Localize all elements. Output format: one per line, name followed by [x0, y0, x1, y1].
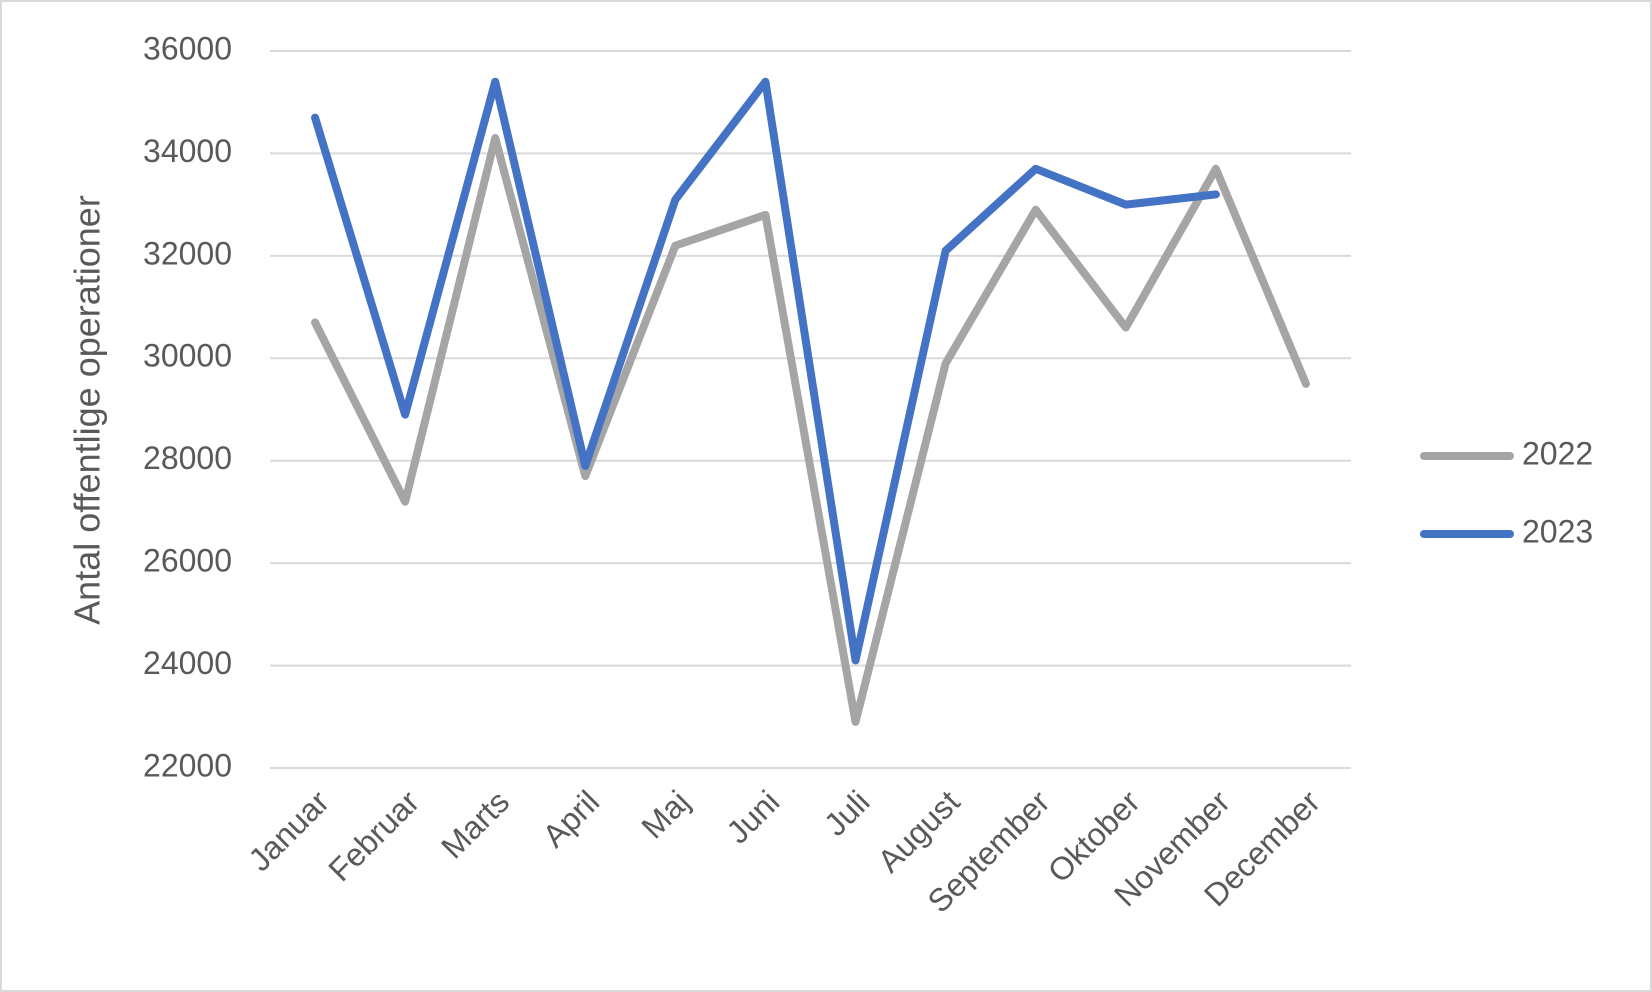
- y-axis-label: Antal offentlige operationer: [67, 195, 108, 625]
- y-tick-label: 36000: [143, 30, 232, 66]
- y-tick-label: 24000: [143, 645, 232, 681]
- y-tick-label: 26000: [143, 543, 232, 579]
- series-line: [311, 134, 1310, 726]
- y-tick-label: 22000: [143, 747, 232, 783]
- y-tick-label: 34000: [143, 133, 232, 169]
- legend-label: 2022: [1522, 435, 1593, 471]
- series-line: [311, 77, 1220, 665]
- y-tick-label: 32000: [143, 235, 232, 271]
- legend-label: 2023: [1522, 513, 1593, 549]
- y-tick-label: 28000: [143, 440, 232, 476]
- y-tick-label: 30000: [143, 338, 232, 374]
